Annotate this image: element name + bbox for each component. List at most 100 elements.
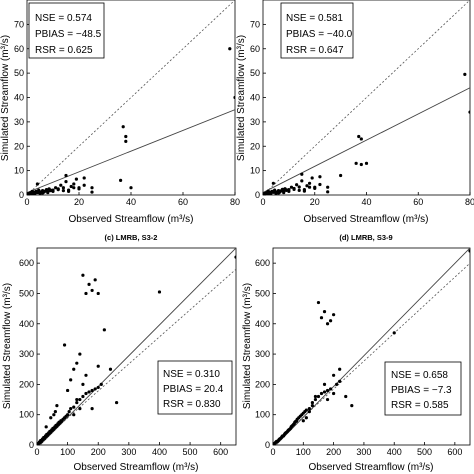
data-point (318, 175, 322, 179)
x-tick-label: 300 (356, 447, 371, 457)
data-point (81, 382, 85, 386)
plot-area (27, 0, 235, 195)
y-tick-label: 0 (29, 440, 34, 450)
x-tick-label: 600 (447, 447, 462, 457)
data-point (96, 291, 100, 296)
data-point (99, 382, 103, 386)
plot-frame (272, 247, 471, 446)
data-point (326, 190, 330, 194)
data-point (53, 410, 57, 414)
data-point (302, 189, 306, 193)
data-point (392, 331, 396, 335)
rsr-text: RSR = 0.647 (286, 45, 344, 56)
data-point (102, 328, 106, 332)
pbias-text: PBIAS = −40.0 (286, 29, 353, 40)
data-point (61, 186, 65, 190)
data-point (56, 188, 60, 192)
stats-box (384, 361, 462, 416)
data-point (93, 387, 97, 391)
regression-line (275, 248, 470, 445)
x-tick-label: 80 (230, 197, 240, 207)
data-point (319, 316, 324, 320)
data-point (335, 382, 339, 386)
data-point (282, 190, 286, 195)
data-point (339, 173, 343, 178)
y-tick-label: 0 (19, 190, 24, 200)
data-point (66, 388, 70, 393)
y-tick-label: 100 (255, 410, 270, 420)
y-axis-label: Simulated Streamflow (m³/s) (2, 283, 13, 409)
data-point (322, 310, 327, 314)
data-point (87, 282, 91, 286)
data-point (78, 352, 82, 356)
data-point (121, 125, 125, 129)
data-point (468, 110, 470, 114)
plot-area (273, 248, 470, 445)
data-point (90, 407, 94, 411)
y-tick-label: 500 (19, 288, 34, 298)
data-point (38, 191, 42, 195)
one-to-one-line (27, 0, 235, 195)
regression-line (263, 87, 470, 193)
data-point (292, 187, 296, 191)
x-tick-label: 600 (213, 447, 228, 457)
data-point (59, 183, 63, 187)
data-point (228, 47, 232, 51)
data-point (69, 184, 73, 189)
data-point (62, 343, 67, 347)
y-tick-label: 300 (19, 349, 34, 359)
nse-text: NSE = 0.658 (391, 370, 448, 381)
y-tick-label: 20 (250, 141, 260, 151)
data-point (69, 407, 73, 411)
x-tick-label: 500 (183, 447, 198, 457)
data-point (74, 177, 78, 181)
data-point (41, 191, 45, 195)
data-point (313, 394, 318, 399)
data-point (108, 367, 113, 371)
regression-line (39, 248, 236, 445)
y-tick-label: 100 (19, 410, 34, 420)
data-point (310, 400, 314, 405)
data-point (266, 189, 270, 193)
data-point (326, 185, 330, 189)
data-point (33, 192, 37, 195)
plot-frame (36, 247, 237, 446)
data-point (129, 186, 133, 190)
data-point (307, 185, 312, 189)
y-tick-label: 30 (14, 117, 24, 127)
y-tick-label: 60 (14, 44, 24, 54)
data-point (72, 367, 76, 371)
data-point (325, 397, 330, 402)
data-point (84, 373, 88, 377)
data-point (284, 188, 288, 192)
x-tick-label: 400 (152, 447, 167, 457)
nse-text: NSE = 0.581 (286, 13, 343, 24)
panel-top-right: 0 20 40 60 80 0 10 20 30 40 50 60 70 NSE = 0.581 PBI… (236, 0, 474, 225)
data-point (359, 137, 363, 141)
x-tick-label: 40 (361, 197, 371, 207)
y-tick-label: 200 (19, 379, 34, 389)
x-tick-label: 100 (60, 447, 75, 457)
data-point (96, 364, 100, 368)
data-point (354, 161, 358, 165)
data-point (35, 182, 40, 186)
nse-text: NSE = 0.574 (35, 13, 92, 24)
data-point (338, 379, 342, 383)
data-point (82, 183, 86, 187)
pbias-text: PBIAS = −7.3 (391, 385, 452, 396)
y-tick-label: 40 (250, 93, 260, 103)
y-tick-label: 0 (265, 440, 270, 450)
data-point (297, 188, 301, 192)
x-tick-label: 60 (178, 197, 188, 207)
data-point (81, 394, 85, 399)
data-point (233, 95, 235, 100)
panel-marks: 0 20 40 60 80 0 10 20 30 40 50 60 70 (250, 0, 474, 207)
x-tick-label: 40 (126, 197, 136, 207)
data-point (75, 400, 79, 405)
data-point (90, 288, 94, 293)
data-point (46, 190, 50, 195)
data-point (44, 425, 48, 429)
data-point (75, 397, 79, 402)
data-point (48, 188, 53, 192)
